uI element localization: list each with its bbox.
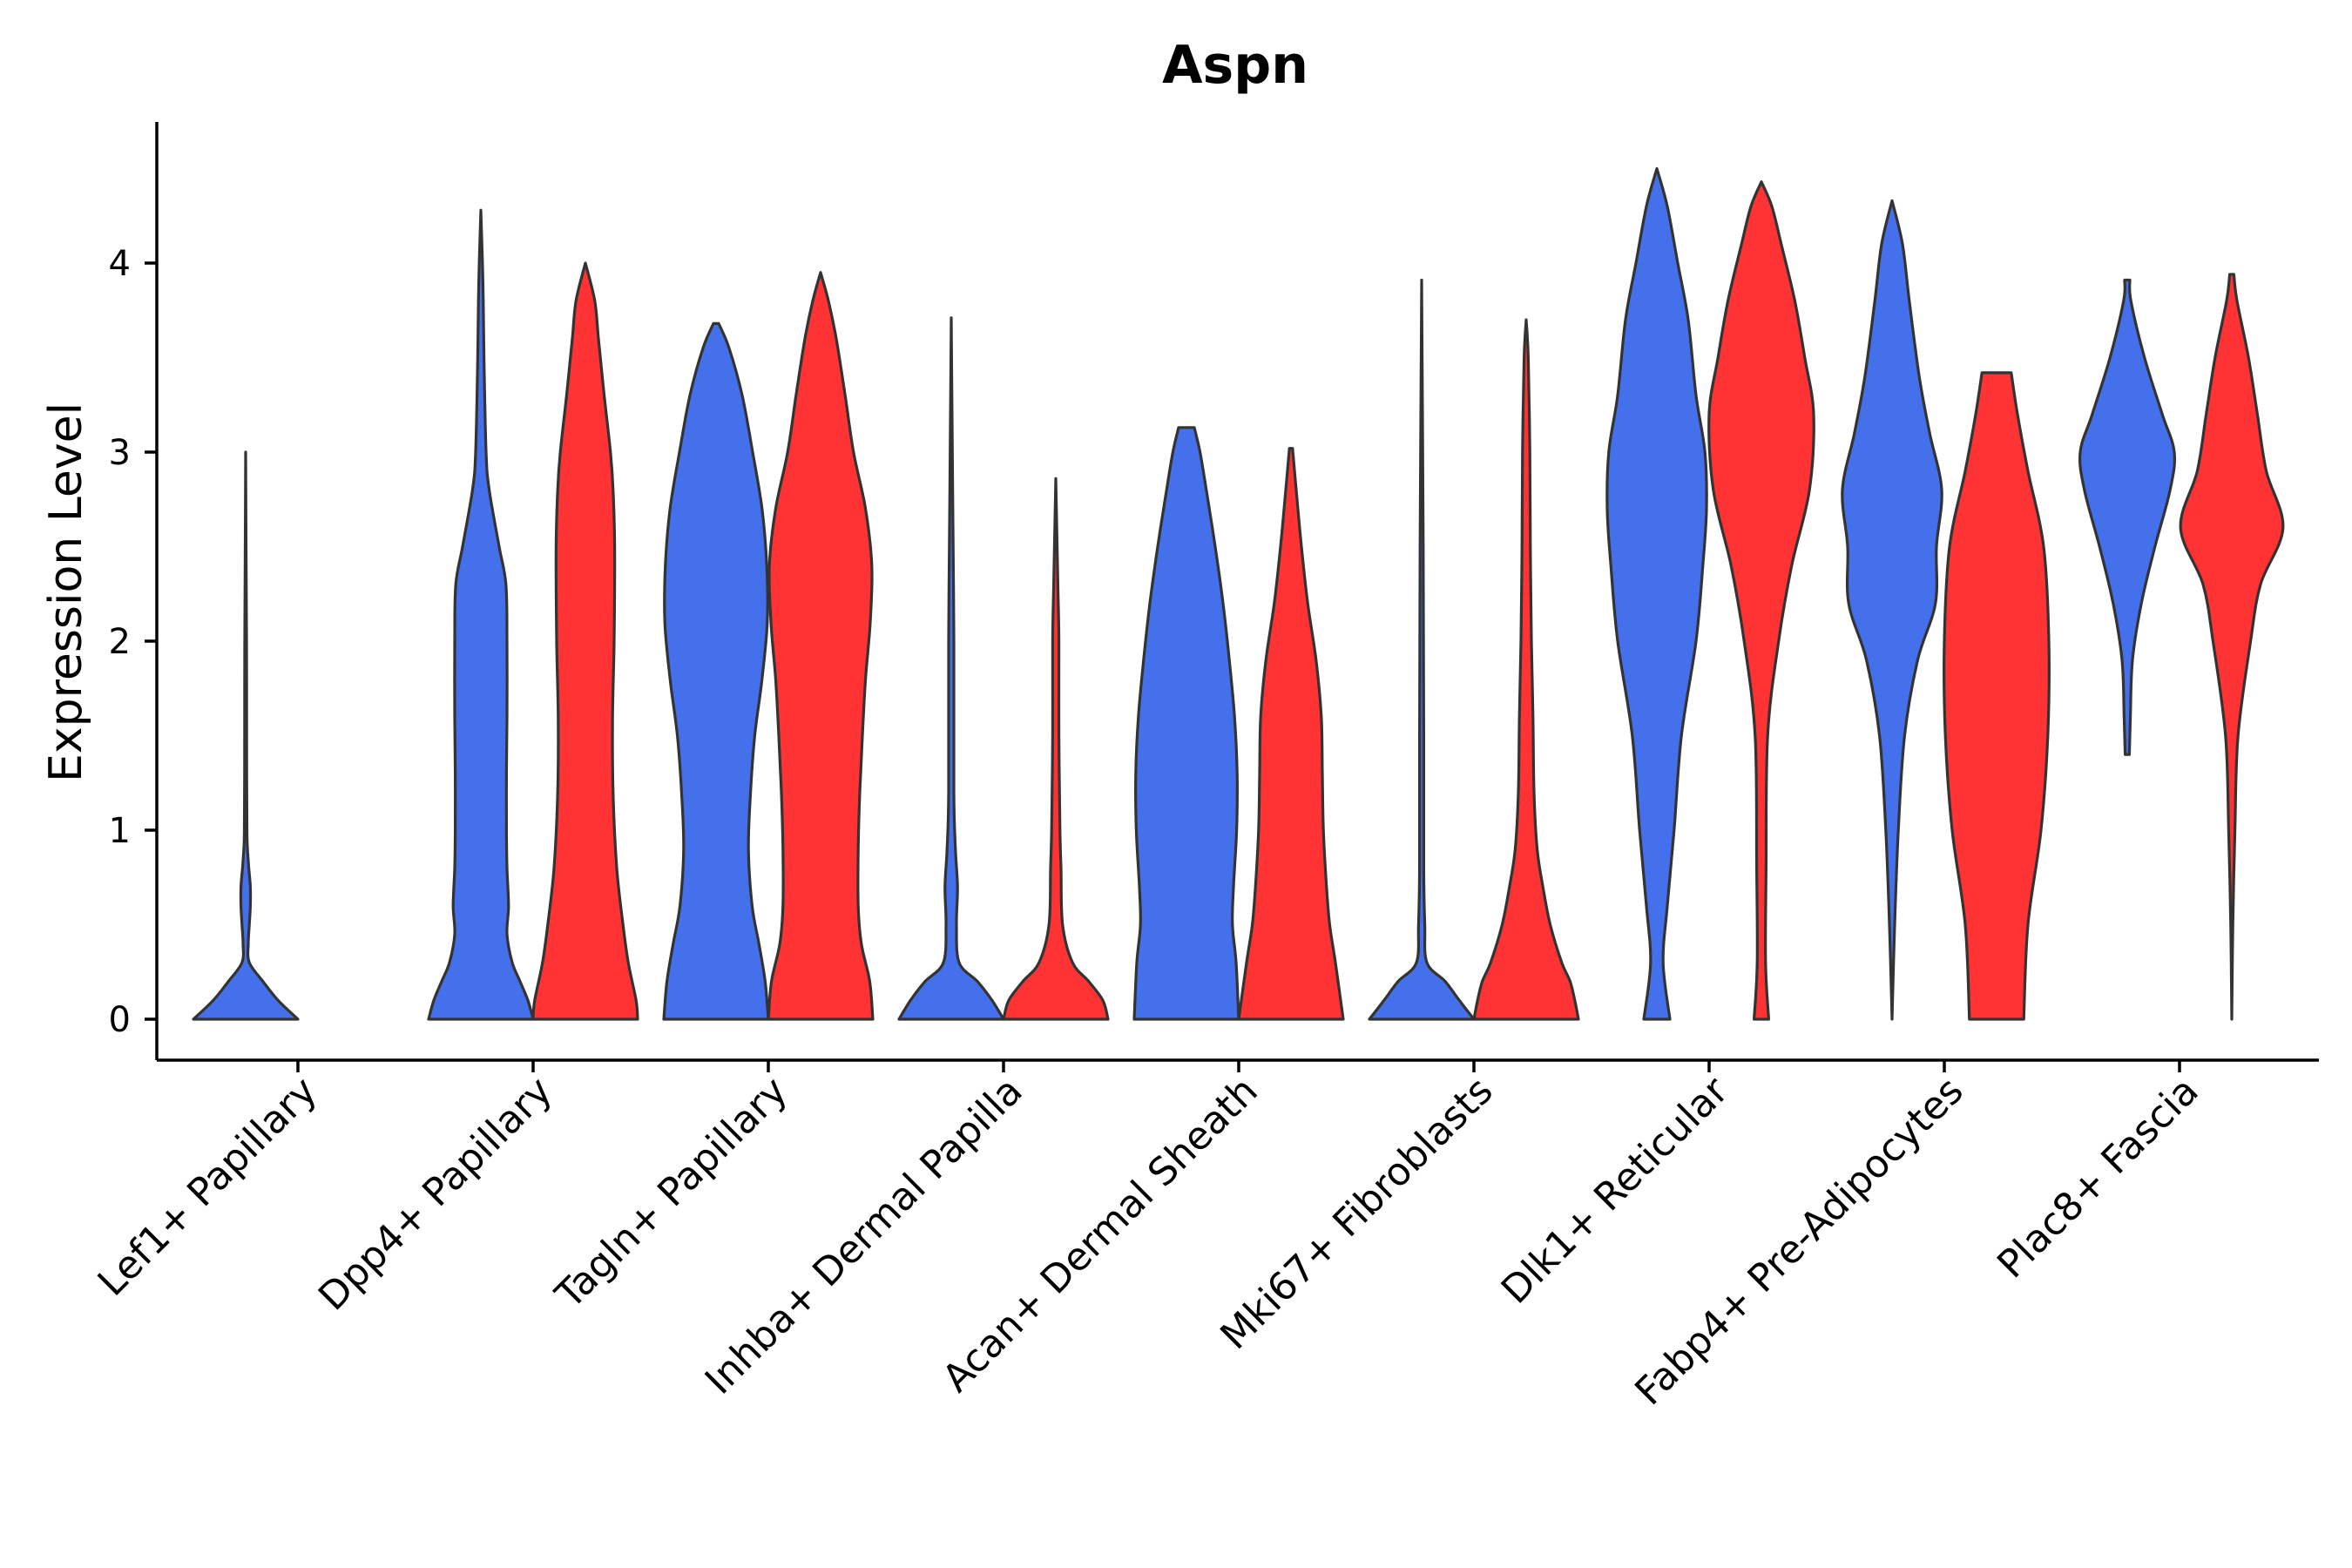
violin-mki67-fibroblasts-group-2 — [1472, 318, 1580, 1021]
x-tick-label: Lef1+ Papillary — [90, 1069, 326, 1305]
violin-tagln-papillary-group-2 — [767, 271, 875, 1021]
violin-lef1-papillary-group-1 — [192, 450, 300, 1021]
x-tick-label: Dlk1+ Reticular — [1493, 1068, 1738, 1313]
violin-plac8-fascia-group-2 — [2179, 273, 2285, 1021]
violin-inhba-dermal-papilla-group-2 — [1002, 476, 1110, 1021]
y-tick-label: 1 — [109, 811, 131, 851]
y-axis-label: Expression Level — [40, 402, 92, 782]
violin-dpp4-papillary-group-2 — [531, 261, 639, 1021]
violin-inhba-dermal-papilla-group-1 — [897, 316, 1005, 1021]
y-tick-label: 2 — [109, 622, 131, 662]
x-tick-label: Dpp4+ Papillary — [310, 1069, 561, 1320]
x-tick-label: Mki67+ Fibroblasts — [1212, 1069, 1501, 1358]
y-tick-label: 0 — [109, 1000, 131, 1040]
violin-mki67-fibroblasts-group-1 — [1368, 278, 1476, 1021]
violin-dlk1-reticular-group-1 — [1605, 166, 1708, 1021]
violin-acan-dermal-sheath-group-1 — [1132, 426, 1240, 1021]
violin-fabp4-pre-adipocytes-group-1 — [1841, 199, 1943, 1021]
chart-title: Aspn — [1162, 35, 1308, 96]
violin-plac8-fascia-group-1 — [2078, 278, 2177, 756]
x-tick-label: Tagln+ Papillary — [547, 1069, 796, 1318]
y-axis: 0 1 2 3 4 — [109, 122, 159, 1060]
violin-dlk1-reticular-group-2 — [1707, 180, 1815, 1021]
y-tick-label: 3 — [109, 433, 131, 473]
violin-acan-dermal-sheath-group-2 — [1237, 447, 1345, 1021]
violins-layer — [192, 166, 2285, 1021]
violin-fabp4-pre-adipocytes-group-2 — [1943, 371, 2051, 1021]
y-tick-label: 4 — [109, 244, 131, 284]
violin-dpp4-papillary-group-1 — [427, 208, 535, 1021]
violin-tagln-papillary-group-1 — [662, 321, 770, 1021]
x-tick-label: Plac8+ Fascia — [1989, 1069, 2207, 1288]
